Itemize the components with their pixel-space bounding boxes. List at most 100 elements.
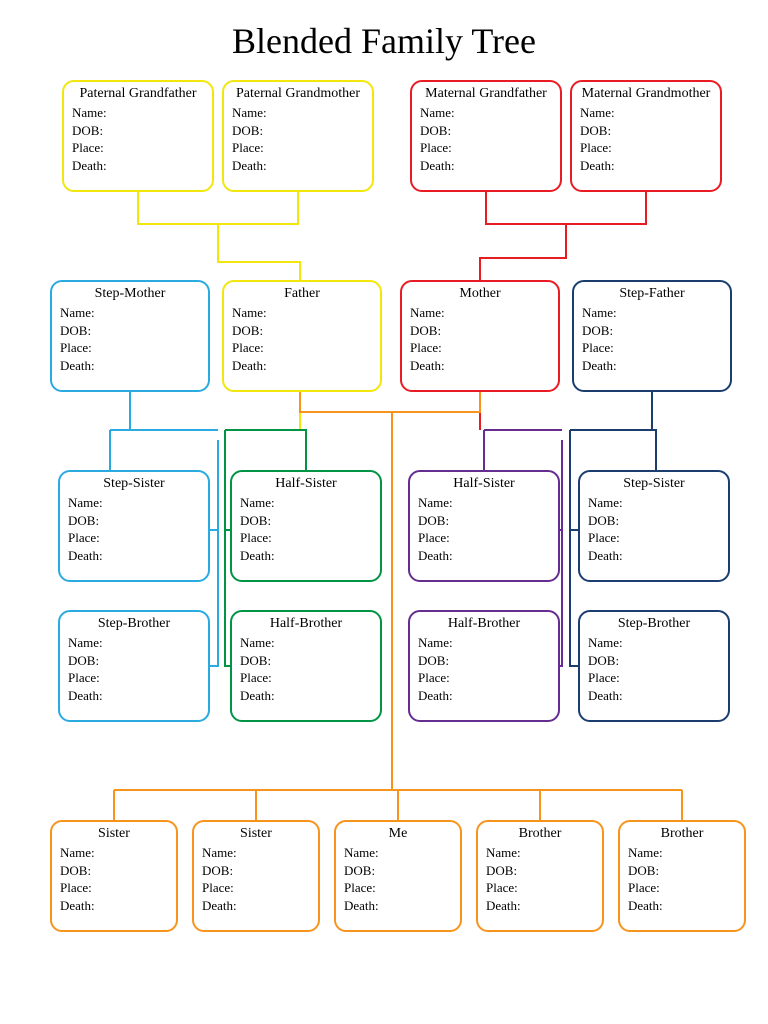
field-label: DOB: — [60, 862, 168, 880]
node-role: Step-Father — [582, 286, 722, 302]
field-label: Place: — [588, 669, 720, 687]
node-sis2: SisterName:DOB:Place:Death: — [192, 820, 320, 932]
connector — [480, 224, 566, 280]
node-role: Maternal Grandmother — [580, 86, 712, 102]
connector — [138, 192, 298, 224]
node-sis1: SisterName:DOB:Place:Death: — [50, 820, 178, 932]
field-label: DOB: — [588, 512, 720, 530]
field-label: DOB: — [60, 322, 200, 340]
node-role: Half-Brother — [240, 616, 372, 632]
node-bro1: BrotherName:DOB:Place:Death: — [476, 820, 604, 932]
field-label: Place: — [68, 529, 200, 547]
field-label: Place: — [72, 139, 204, 157]
field-label: DOB: — [410, 322, 550, 340]
node-mgm: Maternal Grandmother Name:DOB:Place:Death… — [570, 80, 722, 192]
field-label: DOB: — [232, 122, 364, 140]
field-label: Name: — [420, 104, 552, 122]
field-label: Name: — [68, 634, 200, 652]
field-label: DOB: — [240, 652, 372, 670]
field-label: DOB: — [344, 862, 452, 880]
family-tree-diagram: Blended Family Tree Paternal Grandfather… — [0, 0, 768, 1024]
field-label: Place: — [68, 669, 200, 687]
field-label: Place: — [60, 339, 200, 357]
field-label: Name: — [580, 104, 712, 122]
node-pgm: Paternal GrandmotherName:DOB:Place:Death… — [222, 80, 374, 192]
node-pgf: Paternal GrandfatherName:DOB:Place:Death… — [62, 80, 214, 192]
field-label: Name: — [410, 304, 550, 322]
field-label: Place: — [588, 529, 720, 547]
node-role: Sister — [60, 826, 168, 842]
field-label: Place: — [580, 139, 712, 157]
field-label: DOB: — [582, 322, 722, 340]
page-title: Blended Family Tree — [0, 20, 768, 62]
node-role: Step-Sister — [68, 476, 200, 492]
field-label: Place: — [410, 339, 550, 357]
connector — [570, 430, 656, 470]
connector — [392, 392, 480, 412]
node-sb_l: Step-BrotherName:DOB:Place:Death: — [58, 610, 210, 722]
field-label: Name: — [202, 844, 310, 862]
field-label: Place: — [202, 879, 310, 897]
field-label: Death: — [418, 547, 550, 565]
field-label: DOB: — [418, 512, 550, 530]
field-label: DOB: — [420, 122, 552, 140]
node-role: Half-Brother — [418, 616, 550, 632]
node-hb_l: Half-BrotherName:DOB:Place:Death: — [230, 610, 382, 722]
connector — [560, 440, 562, 666]
node-role: Mother — [410, 286, 550, 302]
field-label: Death: — [486, 897, 594, 915]
field-label: Death: — [410, 357, 550, 375]
field-label: Death: — [60, 897, 168, 915]
connector — [225, 430, 306, 470]
node-hb_r: Half-BrotherName:DOB:Place:Death: — [408, 610, 560, 722]
field-label: Place: — [418, 529, 550, 547]
field-label: Death: — [588, 687, 720, 705]
node-bro2: BrotherName:DOB:Place:Death: — [618, 820, 746, 932]
field-label: Name: — [582, 304, 722, 322]
node-me: MeName:DOB:Place:Death: — [334, 820, 462, 932]
field-label: Name: — [68, 494, 200, 512]
field-label: DOB: — [68, 652, 200, 670]
field-label: Name: — [418, 494, 550, 512]
connector — [210, 440, 218, 666]
node-role: Me — [344, 826, 452, 842]
field-label: DOB: — [232, 322, 372, 340]
node-mgf: Maternal GrandfatherName:DOB:Place:Death… — [410, 80, 562, 192]
field-label: Name: — [240, 634, 372, 652]
field-label: Place: — [420, 139, 552, 157]
node-role: Sister — [202, 826, 310, 842]
connector — [210, 440, 218, 530]
field-label: Death: — [240, 547, 372, 565]
field-label: Name: — [344, 844, 452, 862]
field-label: Place: — [240, 669, 372, 687]
field-label: Name: — [486, 844, 594, 862]
node-stepfa: Step-Father Name:DOB:Place:Death: — [572, 280, 732, 392]
field-label: DOB: — [68, 512, 200, 530]
node-hs_r: Half-SisterName:DOB:Place:Death: — [408, 470, 560, 582]
field-label: Name: — [60, 304, 200, 322]
field-label: Death: — [418, 687, 550, 705]
field-label: DOB: — [418, 652, 550, 670]
connector — [570, 430, 578, 666]
field-label: Place: — [232, 139, 364, 157]
node-role: Step-Sister — [588, 476, 720, 492]
field-label: Death: — [232, 357, 372, 375]
node-role: Brother — [628, 826, 736, 842]
field-label: Name: — [60, 844, 168, 862]
field-label: Name: — [628, 844, 736, 862]
node-role: Paternal Grandfather — [72, 86, 204, 102]
field-label: Death: — [582, 357, 722, 375]
field-label: Place: — [582, 339, 722, 357]
field-label: Death: — [232, 157, 364, 175]
field-label: Place: — [344, 879, 452, 897]
node-father: FatherName:DOB:Place:Death: — [222, 280, 382, 392]
node-role: Step-Brother — [68, 616, 200, 632]
field-label: DOB: — [240, 512, 372, 530]
field-label: Death: — [588, 547, 720, 565]
field-label: DOB: — [580, 122, 712, 140]
node-sb_r: Step-BrotherName:DOB:Place:Death: — [578, 610, 730, 722]
node-stepmo: Step-MotherName:DOB:Place:Death: — [50, 280, 210, 392]
field-label: Death: — [580, 157, 712, 175]
field-label: Name: — [72, 104, 204, 122]
node-ss_r: Step-SisterName:DOB:Place:Death: — [578, 470, 730, 582]
